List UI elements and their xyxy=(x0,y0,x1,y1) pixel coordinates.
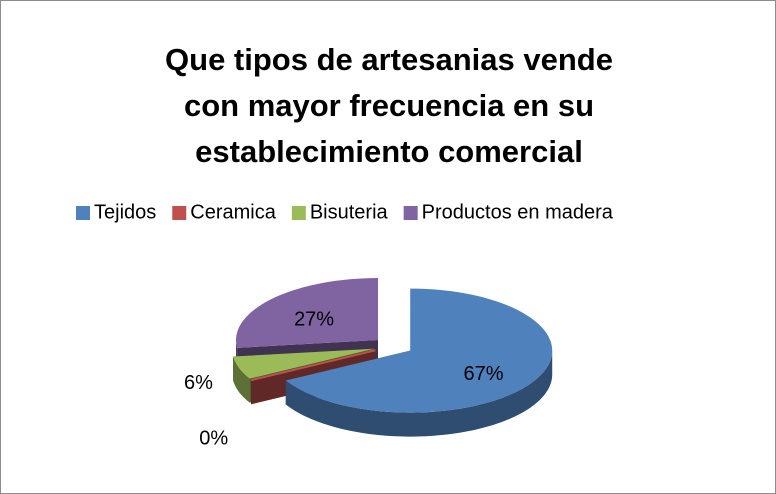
data-label: 67% xyxy=(464,363,504,385)
data-label: 0% xyxy=(199,427,228,449)
legend-label: Tejidos xyxy=(94,201,156,223)
slice-side xyxy=(233,356,250,403)
legend-label: Bisuteria xyxy=(310,201,389,223)
slice-top xyxy=(236,278,378,348)
pie-slice xyxy=(285,288,553,437)
chart-title: Que tipos de artesanias vende con mayor … xyxy=(165,42,613,169)
legend-label: Ceramica xyxy=(190,201,276,223)
slice-top xyxy=(233,348,374,379)
slice-top xyxy=(285,288,553,413)
slice-side xyxy=(285,350,553,437)
legend-swatch xyxy=(291,206,306,220)
legend-swatch xyxy=(172,206,187,220)
data-label: 27% xyxy=(294,309,334,331)
slice-top xyxy=(250,349,376,382)
legend-swatch xyxy=(403,206,418,220)
legend-swatch xyxy=(76,206,90,220)
data-label: 6% xyxy=(184,372,213,394)
legend-label: Productos en madera xyxy=(422,201,614,223)
